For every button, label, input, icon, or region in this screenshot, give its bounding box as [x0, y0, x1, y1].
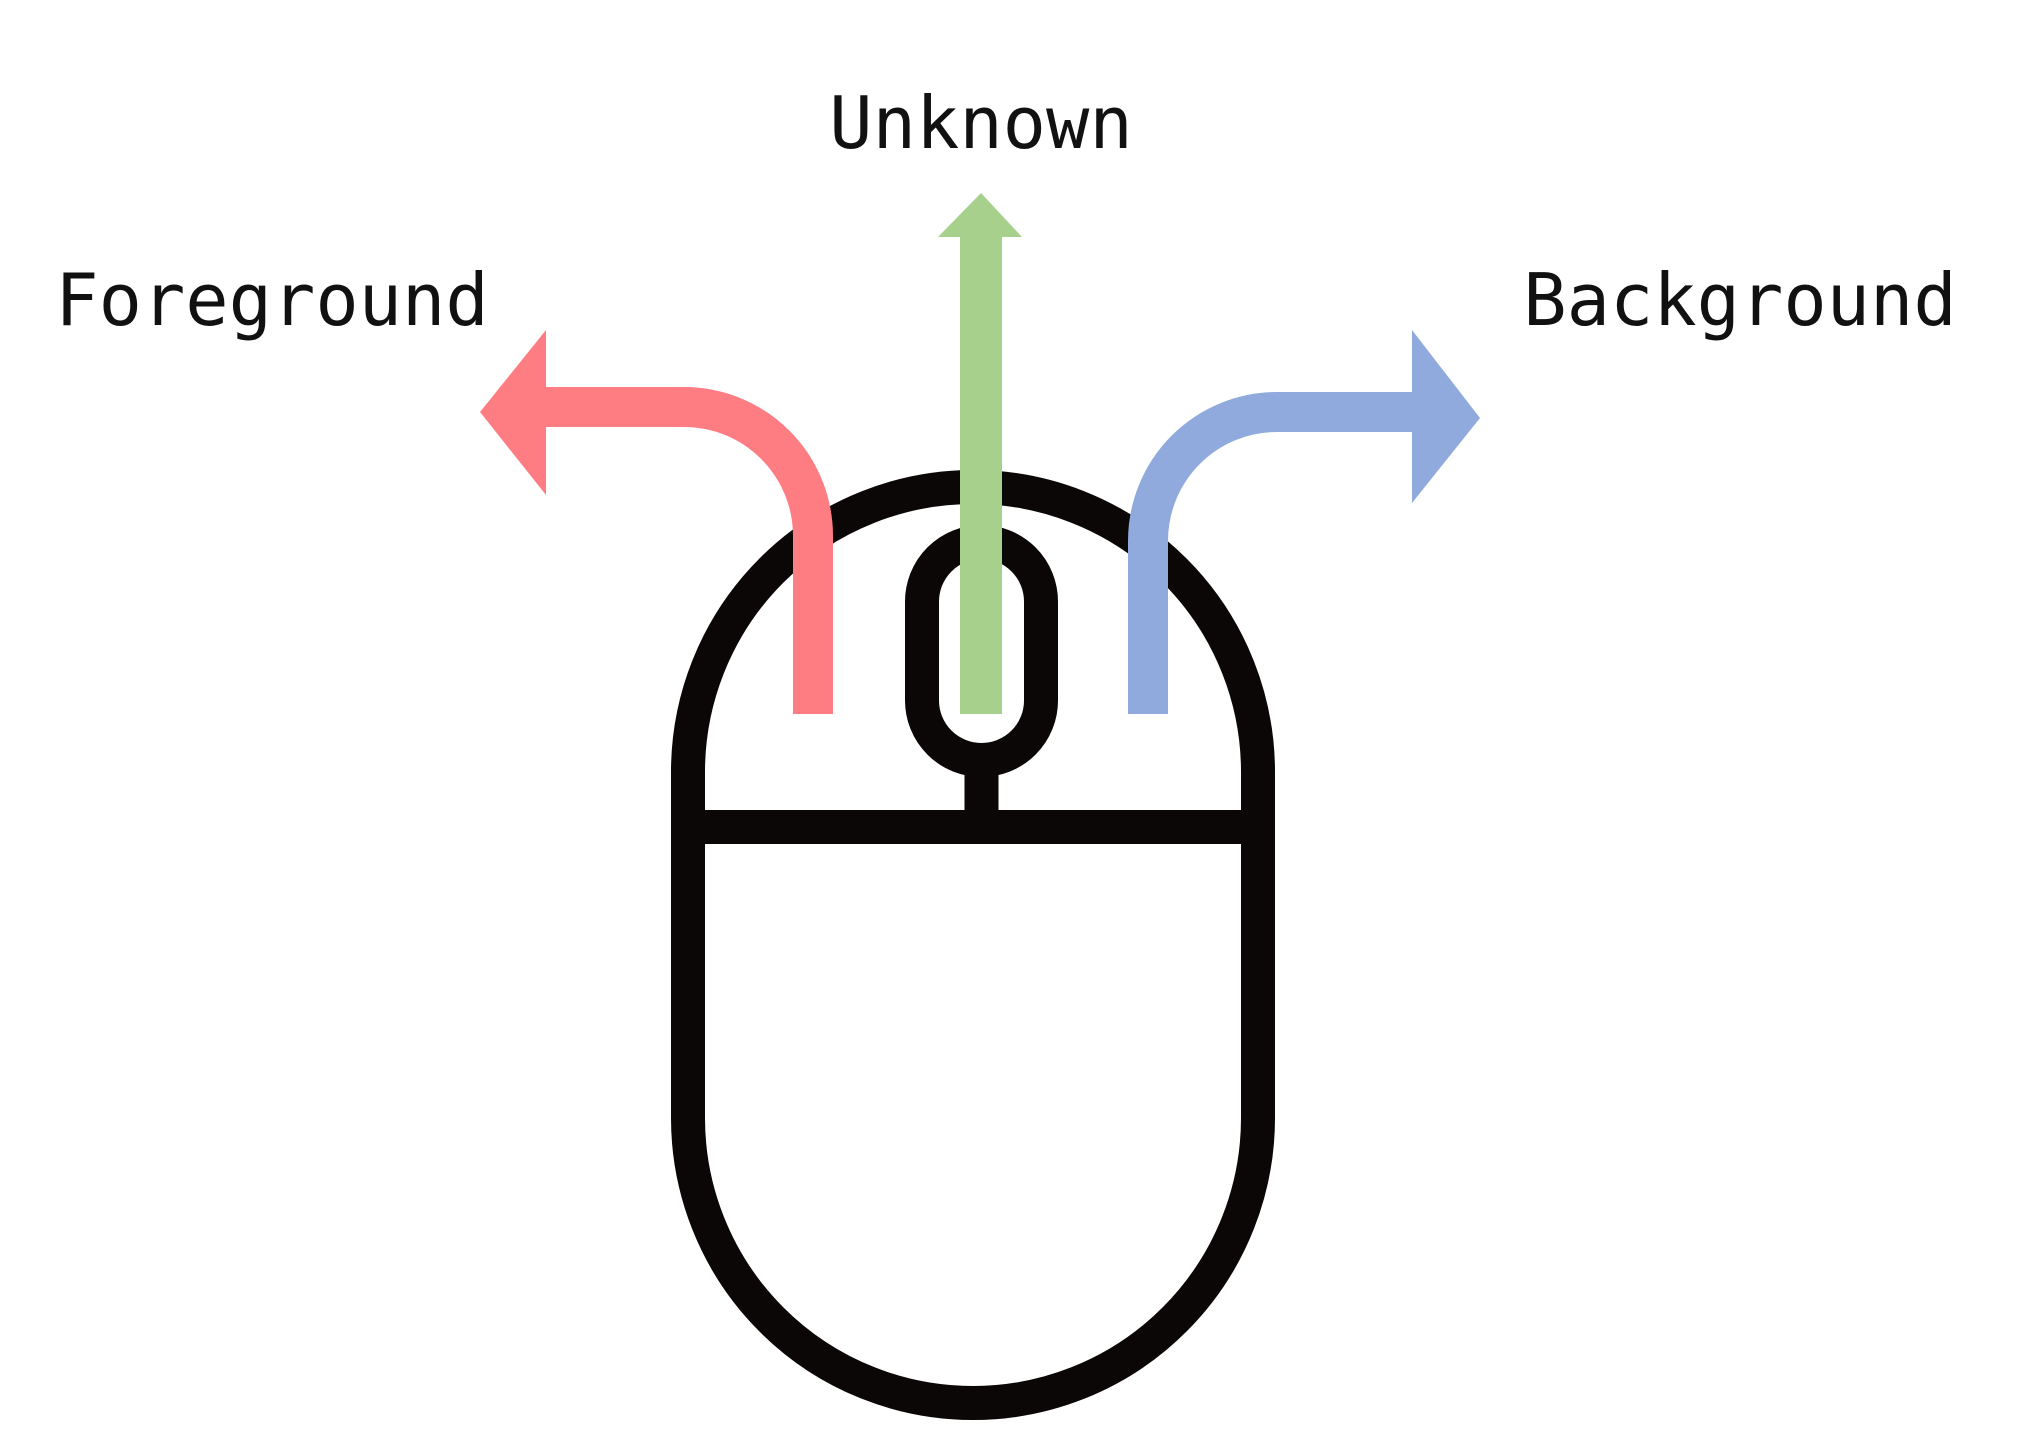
middle-arrow-head	[938, 193, 1022, 237]
arrow-up-icon	[938, 193, 1022, 714]
left-arrow-head	[480, 330, 546, 495]
label-foreground: Foreground	[55, 258, 488, 342]
middle-arrow-shaft	[960, 232, 1002, 714]
curved-arrow-left-icon	[480, 330, 833, 714]
curved-arrow-right-icon	[1128, 330, 1480, 714]
right-arrow-head	[1412, 330, 1480, 503]
left-arrow-shaft	[540, 387, 833, 714]
label-unknown: Unknown	[829, 81, 1132, 165]
right-arrow-shaft	[1128, 392, 1420, 714]
label-background: Background	[1523, 258, 1956, 342]
